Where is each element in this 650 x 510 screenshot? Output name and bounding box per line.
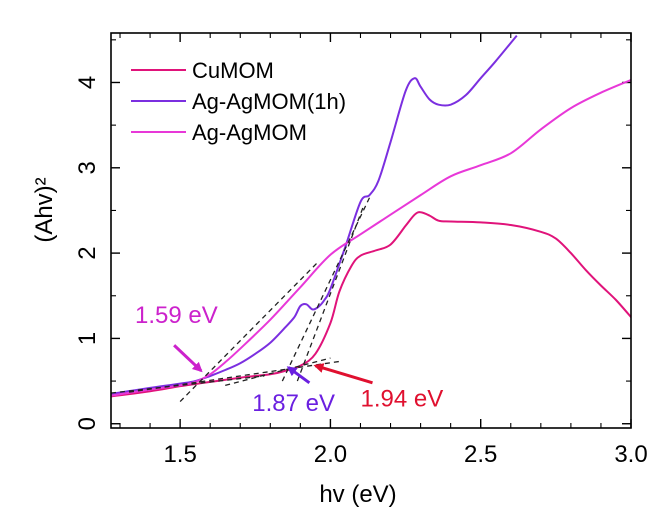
y-tick-label: 1	[74, 332, 101, 345]
annotation-arrow	[286, 366, 311, 384]
x-axis-label: hv (eV)	[319, 481, 396, 508]
legend-label: CuMOM	[192, 58, 274, 83]
x-tick-label: 3.0	[614, 441, 647, 468]
plot-frame	[110, 32, 632, 429]
annotation-layer: 1.59 eV 1.87 eV 1.94 eV	[135, 302, 443, 417]
tangent-line-5	[296, 205, 365, 382]
series-line-1	[111, 34, 518, 395]
y-tick-label: 2	[74, 246, 101, 259]
ticks-layer: 1.5 2.0 2.5 3.0 0 1 2 3 4	[74, 33, 648, 468]
series-line-0	[111, 211, 631, 398]
x-tick-label: 2.0	[314, 441, 347, 468]
tangent-line-4	[225, 357, 331, 386]
annotation-label: 1.87 eV	[252, 390, 335, 417]
tangent-line-1	[179, 261, 319, 403]
y-tick-label: 4	[74, 76, 101, 89]
x-tick-label: 2.5	[464, 441, 497, 468]
annotation-arrow	[173, 344, 203, 373]
tangent-layer	[111, 197, 371, 403]
x-tick-label: 1.5	[163, 441, 196, 468]
annotation-arrow	[313, 363, 373, 385]
legend-label: Ag-AgMOM	[192, 120, 307, 145]
tangent-line-3	[281, 197, 371, 382]
y-tick-label: 3	[74, 161, 101, 174]
legend-label: Ag-AgMOM(1h)	[192, 89, 346, 114]
y-axis-label: (Ahv)²	[31, 177, 58, 242]
annotation-label: 1.94 eV	[360, 386, 443, 413]
annotation-label: 1.59 eV	[135, 302, 218, 329]
tangent-line-0	[111, 375, 265, 394]
legend: CuMOM Ag-AgMOM(1h) Ag-AgMOM	[131, 58, 346, 145]
y-tick-label: 0	[74, 417, 101, 430]
plot-area: 1.5 2.0 2.5 3.0 0 1 2 3 4	[74, 32, 648, 468]
series-layer	[111, 34, 631, 398]
series-line-2	[111, 78, 631, 397]
